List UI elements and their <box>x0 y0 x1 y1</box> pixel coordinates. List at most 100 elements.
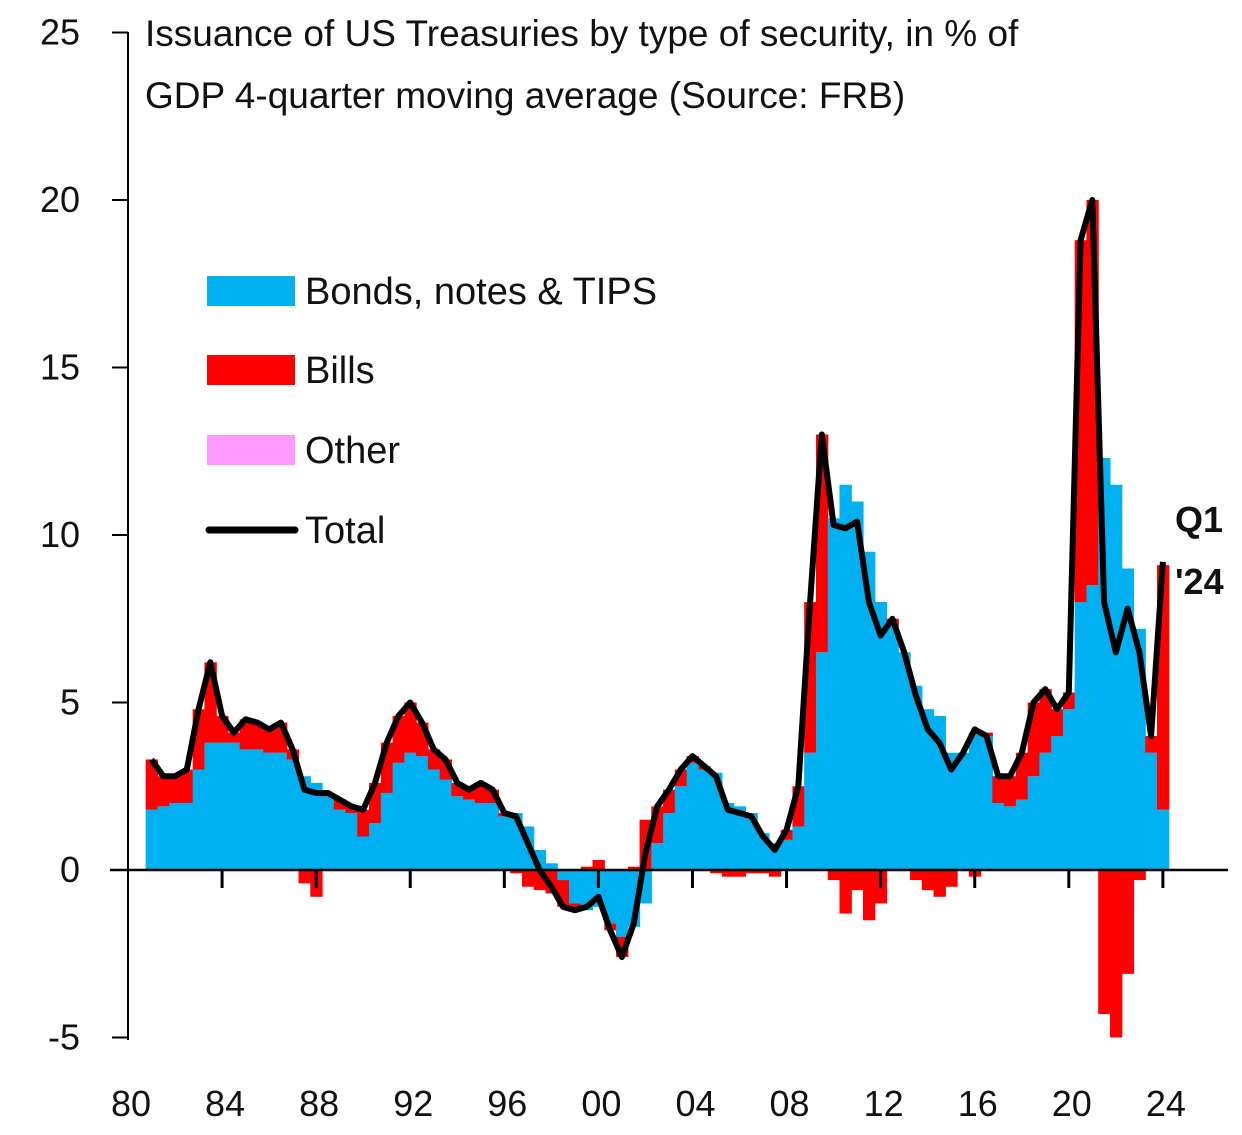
bar-bills <box>627 866 641 870</box>
x-tick-label: 20 <box>1052 1083 1092 1124</box>
bar-bonds <box>968 732 982 870</box>
bar-bonds <box>1157 809 1170 870</box>
bar-bonds <box>392 762 405 870</box>
legend-label-total: Total <box>305 510 385 552</box>
bar-bills <box>251 722 264 750</box>
bar-bonds <box>1086 585 1099 870</box>
bar-bonds <box>333 809 347 870</box>
bar-bonds <box>839 484 852 870</box>
legend-swatch-other <box>207 435 295 465</box>
bar-bonds <box>227 742 241 870</box>
y-tick-label: 0 <box>60 849 80 890</box>
x-tick-label: 04 <box>675 1083 715 1124</box>
bar-bills <box>592 859 605 870</box>
x-tick-label: 88 <box>299 1083 339 1124</box>
bar-bonds <box>780 839 794 870</box>
bar-bonds <box>557 870 570 881</box>
bar-bills <box>745 870 758 874</box>
bar-bonds <box>721 803 735 870</box>
bar-bonds <box>357 836 370 870</box>
bar-bonds <box>1062 709 1076 870</box>
bar-bonds <box>157 806 170 870</box>
bar-bills <box>157 776 170 807</box>
bar-bills <box>710 870 723 874</box>
bar-bonds <box>463 799 476 870</box>
bar-bills <box>1121 870 1135 974</box>
bar-bonds <box>827 518 841 870</box>
bar-bills <box>510 870 523 874</box>
annotation-24: '24 <box>1175 561 1224 602</box>
bar-bills <box>945 870 958 887</box>
bar-bonds <box>686 762 699 870</box>
bar-bills <box>404 702 417 753</box>
bar-bills <box>992 776 1005 803</box>
bar-bills <box>298 870 311 884</box>
bar-bonds <box>545 863 558 870</box>
bar-bills <box>1039 689 1052 753</box>
bar-bonds <box>1121 568 1135 870</box>
bar-bonds <box>792 826 805 870</box>
x-tick-label: 80 <box>111 1083 151 1124</box>
bar-bonds <box>815 652 829 870</box>
x-tick-label: 24 <box>1146 1083 1186 1124</box>
legend: Bonds, notes & TIPS Bills Other Total <box>205 271 657 552</box>
bar-bonds <box>863 551 876 870</box>
bar-bonds <box>651 843 664 870</box>
bar-bonds <box>886 625 899 870</box>
bar-bills <box>263 729 276 753</box>
bar-bonds <box>404 752 417 870</box>
bar-bonds <box>1004 806 1017 870</box>
bar-bonds <box>945 752 958 870</box>
bar-bonds <box>498 816 511 870</box>
bar-bonds <box>1074 602 1088 870</box>
bar-bonds <box>1109 484 1123 870</box>
bar-bills <box>169 776 182 803</box>
bar-bonds <box>322 796 335 870</box>
bar-bills <box>1004 776 1017 807</box>
bar-bills <box>180 769 194 803</box>
bar-bonds <box>451 796 464 870</box>
bar-bonds <box>698 769 711 870</box>
bar-bills <box>521 870 535 887</box>
x-tick-label: 00 <box>581 1083 621 1124</box>
x-tick-label: 16 <box>958 1083 998 1124</box>
bar-bonds <box>1027 776 1040 870</box>
bar-bonds <box>804 752 817 870</box>
bar-bonds <box>486 803 500 870</box>
bar-bonds <box>474 803 488 870</box>
bar-bills <box>227 732 241 743</box>
bar-bonds <box>674 786 688 870</box>
bar-bills <box>345 806 358 814</box>
bar-bills <box>827 870 841 881</box>
bar-bills <box>910 870 923 881</box>
bar-bills <box>463 789 476 800</box>
bar-bonds <box>275 752 288 870</box>
bar-bonds <box>921 709 935 870</box>
legend-label-bills: Bills <box>305 350 375 392</box>
bar-bonds <box>192 769 206 870</box>
bar-bills <box>768 870 782 877</box>
y-tick-label: 15 <box>40 347 80 388</box>
bar-bonds <box>898 652 911 870</box>
bar-bonds <box>980 736 993 870</box>
x-tick-label: 96 <box>487 1083 527 1124</box>
bar-bills <box>721 870 735 877</box>
bar-bills <box>1098 870 1111 1015</box>
bar-bonds <box>439 779 452 870</box>
bar-bills <box>839 870 852 914</box>
bar-bonds <box>169 803 182 870</box>
y-tick-label: 10 <box>40 514 80 555</box>
bar-bonds <box>263 752 276 870</box>
bar-bonds <box>239 749 253 870</box>
bar-bills <box>733 870 746 877</box>
bar-bonds <box>910 685 923 870</box>
y-tick-label: 5 <box>60 682 80 723</box>
bar-bills <box>1051 709 1064 736</box>
bar-bonds <box>369 823 382 870</box>
bar-bills <box>333 799 347 810</box>
bar-bonds <box>874 602 888 870</box>
bar-bills <box>1145 736 1158 753</box>
bar-bills <box>569 903 582 911</box>
bar-bonds <box>663 813 676 870</box>
